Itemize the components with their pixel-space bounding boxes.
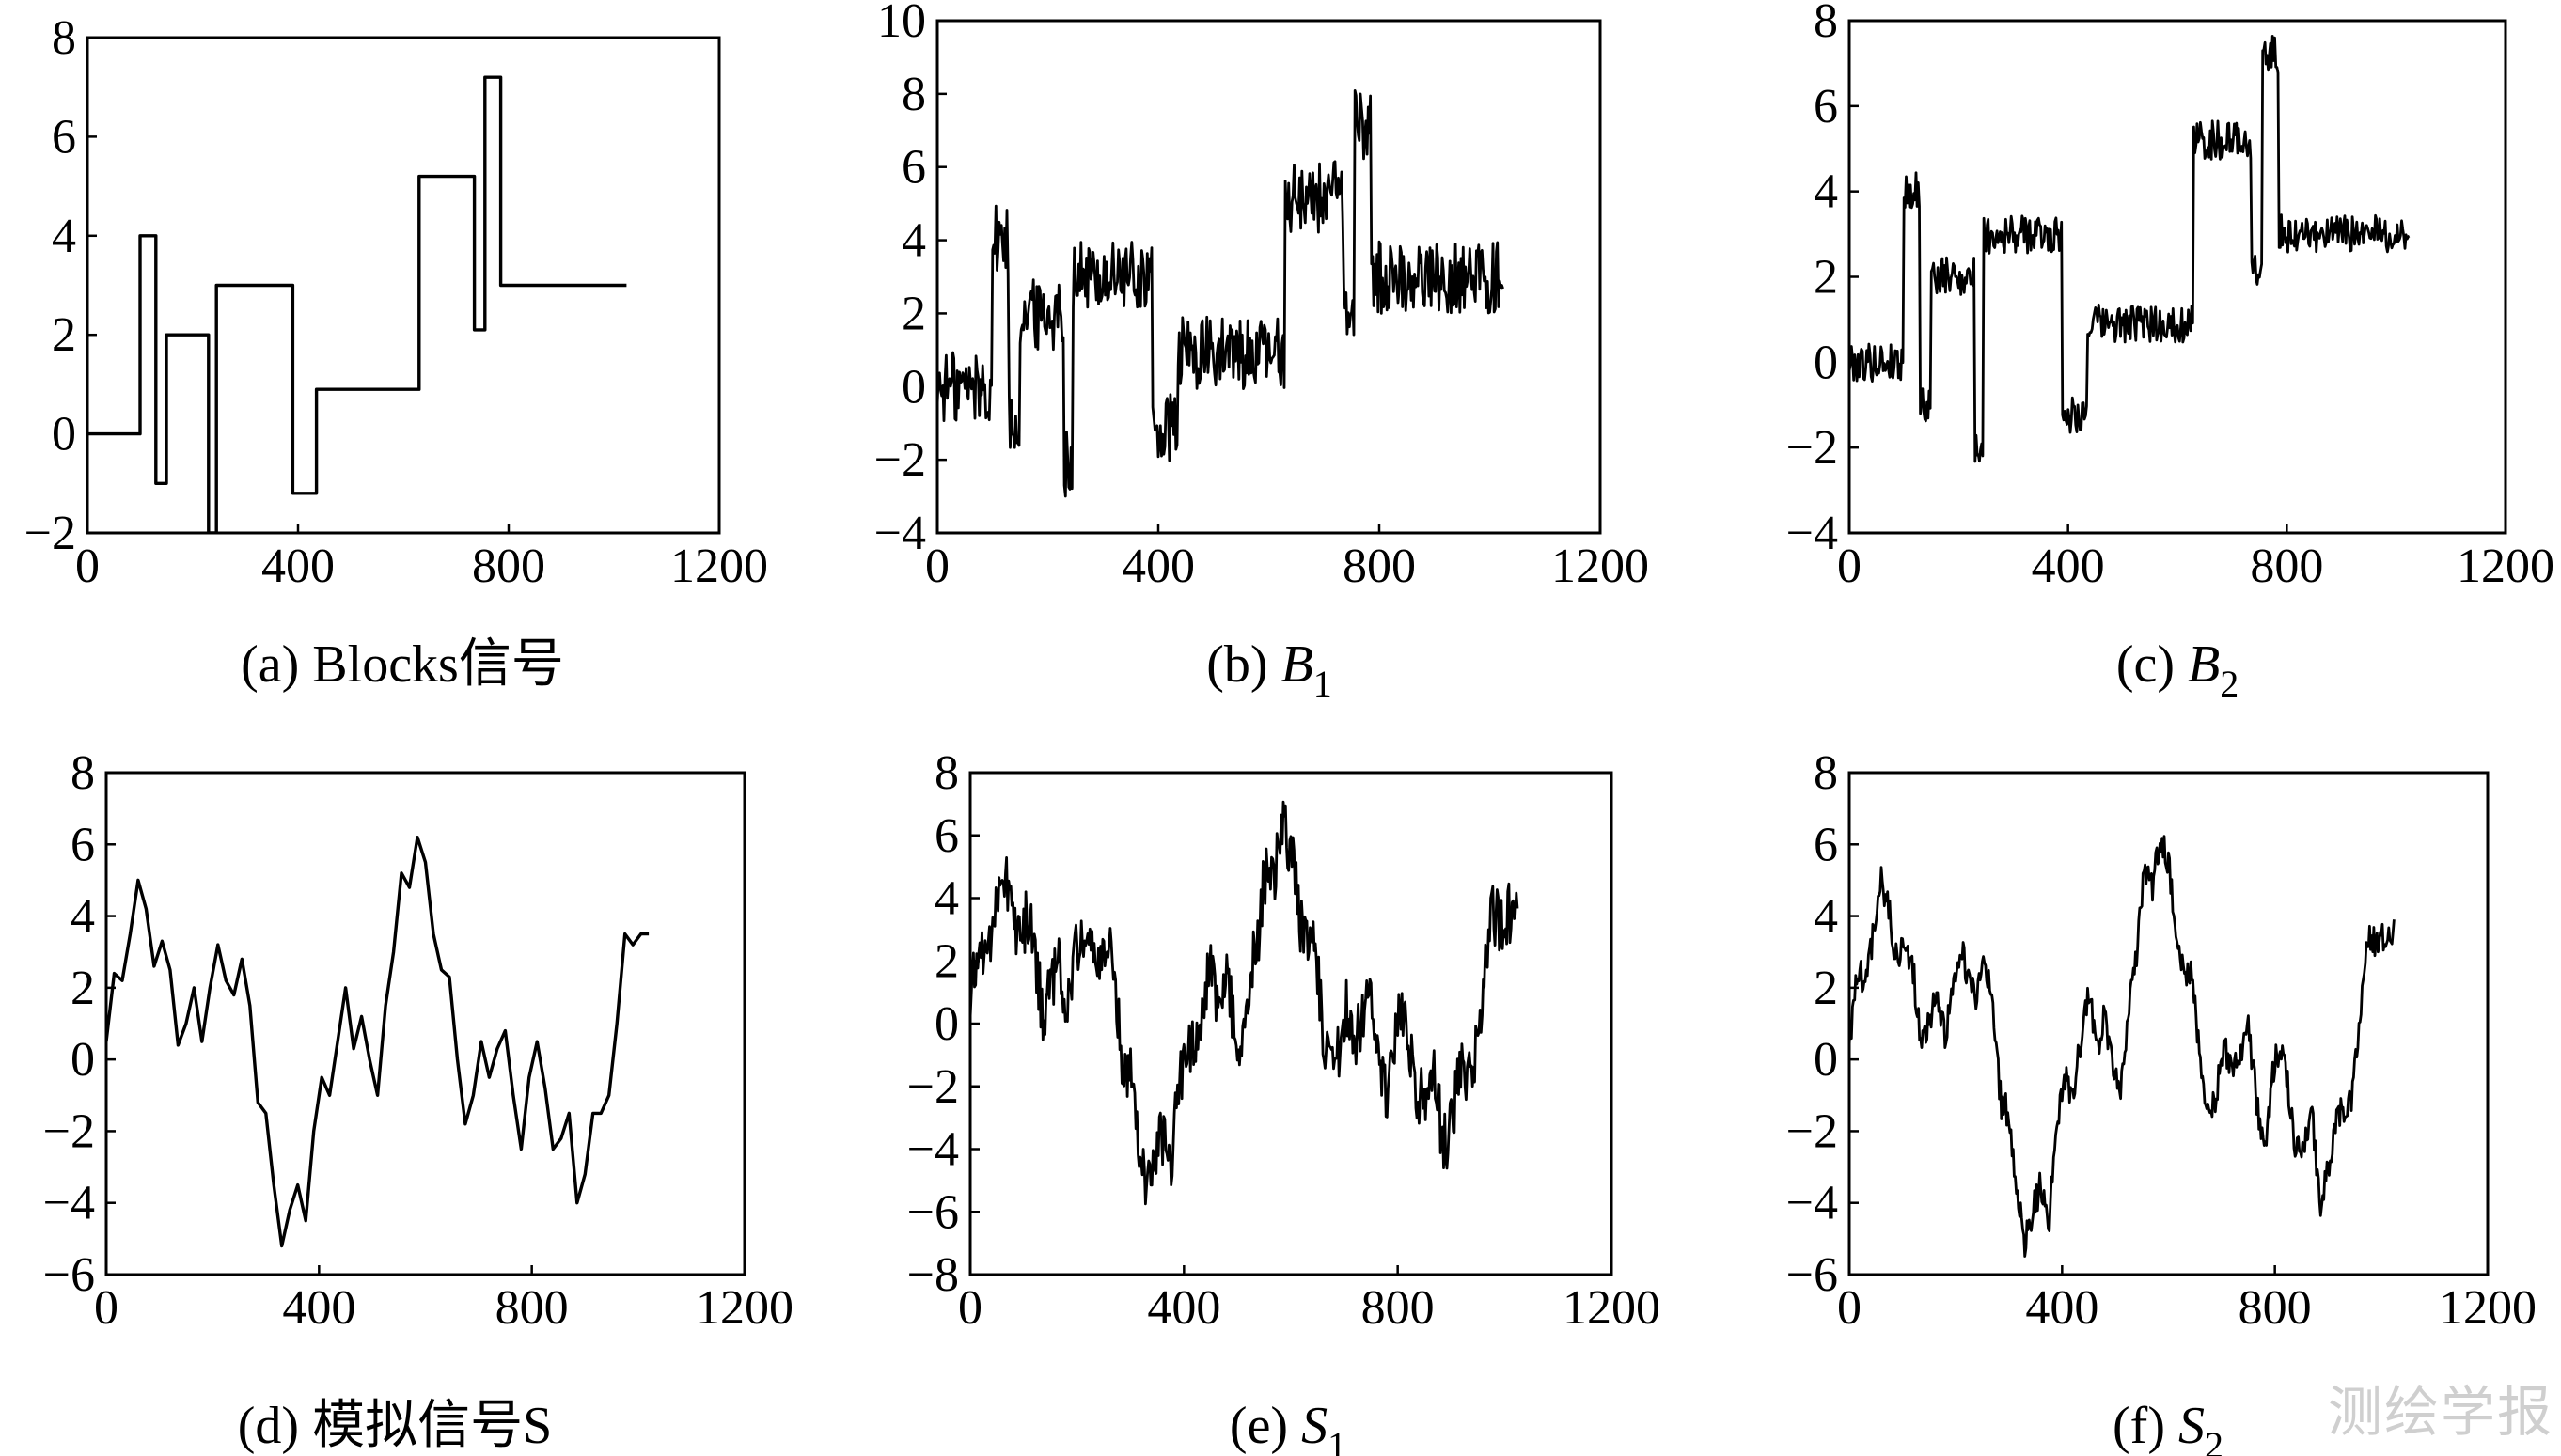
y-tick-label: 10	[877, 0, 926, 48]
y-tick-label: 8	[1814, 0, 1838, 48]
y-tick-label: −2	[1786, 421, 1838, 475]
series-line-c	[1849, 35, 2411, 463]
y-tick-label: 8	[71, 746, 95, 800]
y-tick-label: 2	[1814, 251, 1838, 305]
chart-c: 0 400 800 1200 −4 −2 0 2 4 6 8 (c) B2	[1786, 0, 2554, 705]
x-tick-label: 0	[1837, 540, 1862, 593]
x-tick-label: 1200	[670, 540, 768, 593]
x-tick-label: 1200	[2439, 1281, 2537, 1335]
y-tick-label: −4	[874, 507, 926, 560]
y-tick-label: 4	[902, 214, 926, 268]
y-tick-label: −4	[1786, 1177, 1838, 1230]
x-tick-label: 800	[2239, 1281, 2312, 1335]
y-tick-label: 0	[52, 408, 76, 462]
y-tick-label: 4	[935, 872, 959, 926]
x-tick-label: 800	[472, 540, 545, 593]
watermark: 测绘学报	[2327, 1380, 2553, 1444]
caption-a: (a) Blocks信号	[241, 635, 564, 694]
x-tick-label: 400	[1147, 1281, 1220, 1335]
caption-e: (e) S1	[1230, 1397, 1346, 1456]
y-tick-label: 4	[71, 890, 95, 944]
x-tick-label: 800	[1343, 540, 1416, 593]
y-tick-label: 2	[71, 962, 95, 1015]
y-tick-label: 6	[71, 818, 95, 871]
x-tick-label: 800	[495, 1281, 569, 1335]
y-tick-label: 2	[1814, 962, 1838, 1015]
plot-frame-b	[935, 19, 1602, 535]
x-tick-label: 1200	[1563, 1281, 1660, 1335]
y-tick-label: −4	[907, 1123, 959, 1177]
series-line-a	[87, 75, 627, 533]
x-tick-label: 400	[2032, 540, 2105, 593]
y-tick-label: 0	[71, 1033, 95, 1087]
series-line-d	[106, 836, 650, 1248]
plot-frame-d	[104, 771, 746, 1276]
series-line-e	[970, 800, 1519, 1206]
x-tick-label: 0	[94, 1281, 118, 1335]
y-tick-label: −2	[907, 1060, 959, 1114]
y-tick-label: −2	[874, 433, 926, 487]
y-tick-label: −8	[907, 1248, 959, 1302]
series-line-b	[937, 89, 1504, 498]
y-tick-label: 2	[52, 308, 76, 362]
y-tick-label: −4	[43, 1177, 95, 1230]
caption-c: (c) B2	[2116, 635, 2239, 705]
y-tick-label: 4	[1814, 165, 1838, 219]
y-tick-label: 4	[52, 210, 76, 263]
chart-f: 0 400 800 1200 −6 −4 −2 0 2 4 6 8 (f) S2	[1786, 746, 2537, 1456]
y-tick-label: 6	[1814, 80, 1838, 133]
x-tick-label: 1200	[1551, 540, 1649, 593]
y-tick-label: 6	[935, 809, 959, 863]
x-tick-label: 800	[1361, 1281, 1435, 1335]
caption-f: (f) S2	[2113, 1397, 2223, 1456]
chart-e: 0 400 800 1200 −8 −6 −4 −2 0 2 4 6 8 (e) S1	[907, 746, 1660, 1456]
x-tick-label: 0	[925, 540, 950, 593]
y-tick-label: 8	[935, 746, 959, 800]
x-tick-label: 400	[282, 1281, 355, 1335]
x-tick-label: 800	[2250, 540, 2323, 593]
plot-frame-f	[1847, 771, 2490, 1276]
x-tick-label: 400	[261, 540, 335, 593]
y-tick-label: −4	[1786, 507, 1838, 560]
y-tick-label: 0	[902, 360, 926, 414]
y-tick-label: −6	[43, 1248, 95, 1302]
chart-b: 0 400 800 1200 −4 −2 0 2 4 6 8 10 (b) B1	[874, 0, 1649, 705]
x-tick-label: 0	[75, 540, 100, 593]
plot-frame-a	[86, 36, 721, 535]
x-tick-label: 400	[1122, 540, 1195, 593]
y-tick-label: −2	[24, 507, 76, 560]
x-tick-label: 400	[2025, 1281, 2098, 1335]
caption-b: (b) B1	[1206, 635, 1332, 705]
x-tick-label: 1200	[2457, 540, 2554, 593]
series-line-f	[1849, 835, 2396, 1258]
y-tick-label: 2	[902, 287, 926, 340]
y-tick-label: −6	[907, 1185, 959, 1239]
caption-d: (d) 模拟信号S	[238, 1397, 552, 1455]
y-tick-label: −6	[1786, 1248, 1838, 1302]
y-tick-label: 0	[935, 997, 959, 1051]
x-tick-label: 0	[1837, 1281, 1862, 1335]
chart-d: 0 400 800 1200 −6 −4 −2 0 2 4 6 8 (d) 模拟信号S	[43, 746, 793, 1455]
y-tick-label: 0	[1814, 336, 1838, 389]
y-tick-label: −2	[43, 1104, 95, 1158]
y-tick-label: 6	[902, 141, 926, 195]
y-tick-label: 0	[1814, 1033, 1838, 1087]
y-tick-label: 8	[902, 68, 926, 121]
y-tick-label: −2	[1786, 1104, 1838, 1158]
y-tick-label: 8	[52, 11, 76, 65]
y-tick-label: 6	[52, 110, 76, 164]
x-tick-label: 0	[958, 1281, 982, 1335]
y-tick-label: 6	[1814, 818, 1838, 871]
y-tick-label: 4	[1814, 890, 1838, 944]
y-tick-label: 8	[1814, 746, 1838, 800]
x-tick-label: 1200	[696, 1281, 793, 1335]
y-tick-label: 2	[935, 934, 959, 988]
